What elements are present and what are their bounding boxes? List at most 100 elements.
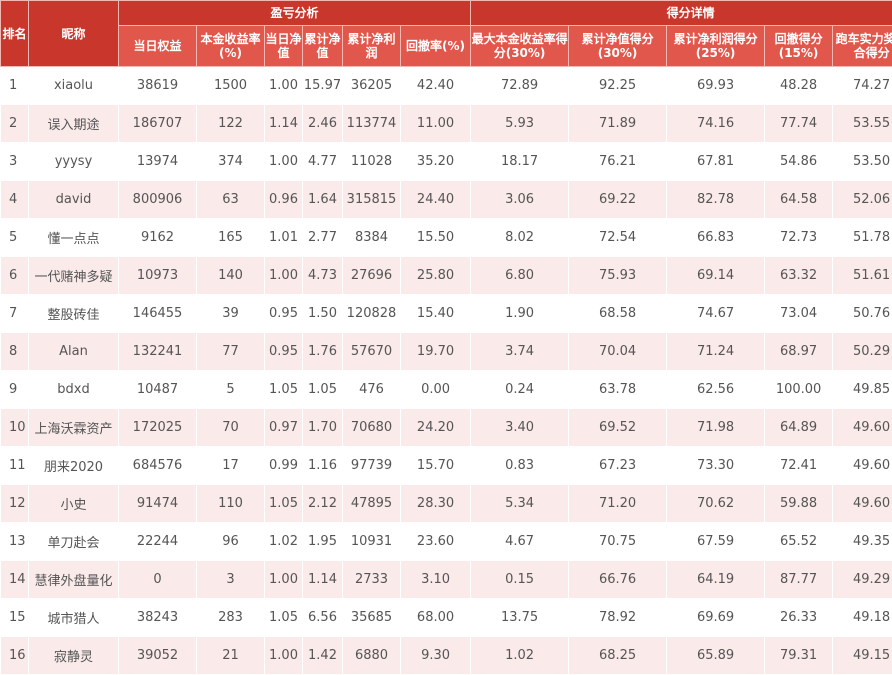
table-cell: 66.83 bbox=[667, 219, 765, 257]
table-cell: 48.28 bbox=[765, 67, 833, 105]
column-header: 跑车实力奖综合得分 bbox=[833, 26, 892, 67]
table-cell: 132241 bbox=[119, 333, 197, 371]
table-cell: 1.90 bbox=[471, 295, 569, 333]
table-cell: 1.14 bbox=[303, 561, 343, 599]
table-cell: 122 bbox=[197, 105, 265, 143]
table-cell: 6880 bbox=[343, 637, 401, 675]
table-cell: 49.35 bbox=[833, 523, 892, 561]
table-cell: 10487 bbox=[119, 371, 197, 409]
rank-cell: 12 bbox=[1, 485, 29, 523]
table-cell: 67.59 bbox=[667, 523, 765, 561]
table-cell: 74.16 bbox=[667, 105, 765, 143]
table-cell: 79.31 bbox=[765, 637, 833, 675]
table-cell: 50.76 bbox=[833, 295, 892, 333]
table-cell: 374 bbox=[197, 143, 265, 181]
nickname-cell: bdxd bbox=[29, 371, 119, 409]
table-cell: 0.95 bbox=[265, 333, 303, 371]
table-cell: 52.06 bbox=[833, 181, 892, 219]
table-cell: 120828 bbox=[343, 295, 401, 333]
table-cell: 165 bbox=[197, 219, 265, 257]
table-cell: 1.70 bbox=[303, 409, 343, 447]
table-cell: 65.52 bbox=[765, 523, 833, 561]
nickname-cell: 单刀赴会 bbox=[29, 523, 119, 561]
table-cell: 36205 bbox=[343, 67, 401, 105]
table-cell: 3 bbox=[197, 561, 265, 599]
table-cell: 73.04 bbox=[765, 295, 833, 333]
table-cell: 0.97 bbox=[265, 409, 303, 447]
table-cell: 65.89 bbox=[667, 637, 765, 675]
table-cell: 72.54 bbox=[569, 219, 667, 257]
table-cell: 53.55 bbox=[833, 105, 892, 143]
table-cell: 2733 bbox=[343, 561, 401, 599]
table-cell: 53.50 bbox=[833, 143, 892, 181]
rank-cell: 3 bbox=[1, 143, 29, 181]
table-cell: 57670 bbox=[343, 333, 401, 371]
table-cell: 1.64 bbox=[303, 181, 343, 219]
table-cell: 4.73 bbox=[303, 257, 343, 295]
column-header: 本金收益率(%) bbox=[197, 26, 265, 67]
table-cell: 0.99 bbox=[265, 447, 303, 485]
table-cell: 5.34 bbox=[471, 485, 569, 523]
table-cell: 71.24 bbox=[667, 333, 765, 371]
table-cell: 63.78 bbox=[569, 371, 667, 409]
table-cell: 68.00 bbox=[401, 599, 471, 637]
table-cell: 78.92 bbox=[569, 599, 667, 637]
table-cell: 15.40 bbox=[401, 295, 471, 333]
table-cell: 25.80 bbox=[401, 257, 471, 295]
table-cell: 71.20 bbox=[569, 485, 667, 523]
table-cell: 0.95 bbox=[265, 295, 303, 333]
table-cell: 113774 bbox=[343, 105, 401, 143]
rank-cell: 13 bbox=[1, 523, 29, 561]
table-cell: 63.32 bbox=[765, 257, 833, 295]
rank-cell: 6 bbox=[1, 257, 29, 295]
table-cell: 59.88 bbox=[765, 485, 833, 523]
table-cell: 283 bbox=[197, 599, 265, 637]
table-cell: 72.89 bbox=[471, 67, 569, 105]
table-cell: 49.60 bbox=[833, 409, 892, 447]
nickname-cell: xiaolu bbox=[29, 67, 119, 105]
table-cell: 70680 bbox=[343, 409, 401, 447]
table-cell: 0.83 bbox=[471, 447, 569, 485]
table-header: 排名 昵称 盈亏分析 得分详情 当日权益本金收益率(%)当日净值累计净值累计净利… bbox=[1, 1, 892, 67]
table-cell: 9162 bbox=[119, 219, 197, 257]
table-cell: 15.97 bbox=[303, 67, 343, 105]
table-cell: 69.93 bbox=[667, 67, 765, 105]
table-cell: 28.30 bbox=[401, 485, 471, 523]
table-cell: 4.67 bbox=[471, 523, 569, 561]
table-cell: 51.61 bbox=[833, 257, 892, 295]
table-cell: 2.46 bbox=[303, 105, 343, 143]
table-cell: 74.27 bbox=[833, 67, 892, 105]
table-cell: 15.70 bbox=[401, 447, 471, 485]
table-cell: 3.74 bbox=[471, 333, 569, 371]
table-cell: 1.00 bbox=[265, 637, 303, 675]
table-cell: 5 bbox=[197, 371, 265, 409]
table-cell: 50.29 bbox=[833, 333, 892, 371]
table-cell: 39052 bbox=[119, 637, 197, 675]
table-cell: 91474 bbox=[119, 485, 197, 523]
nickname-cell: Alan bbox=[29, 333, 119, 371]
table-cell: 22244 bbox=[119, 523, 197, 561]
table-cell: 110 bbox=[197, 485, 265, 523]
table-cell: 87.77 bbox=[765, 561, 833, 599]
table-cell: 11028 bbox=[343, 143, 401, 181]
table-cell: 47895 bbox=[343, 485, 401, 523]
table-cell: 70.04 bbox=[569, 333, 667, 371]
table-cell: 9.30 bbox=[401, 637, 471, 675]
nickname-cell: 懂一点点 bbox=[29, 219, 119, 257]
table-cell: 24.20 bbox=[401, 409, 471, 447]
table-cell: 69.22 bbox=[569, 181, 667, 219]
table-cell: 1.05 bbox=[265, 599, 303, 637]
table-cell: 1.95 bbox=[303, 523, 343, 561]
table-cell: 69.52 bbox=[569, 409, 667, 447]
table-cell: 35.20 bbox=[401, 143, 471, 181]
column-header: 当日净值 bbox=[265, 26, 303, 67]
table-cell: 8.02 bbox=[471, 219, 569, 257]
table-cell: 49.60 bbox=[833, 447, 892, 485]
